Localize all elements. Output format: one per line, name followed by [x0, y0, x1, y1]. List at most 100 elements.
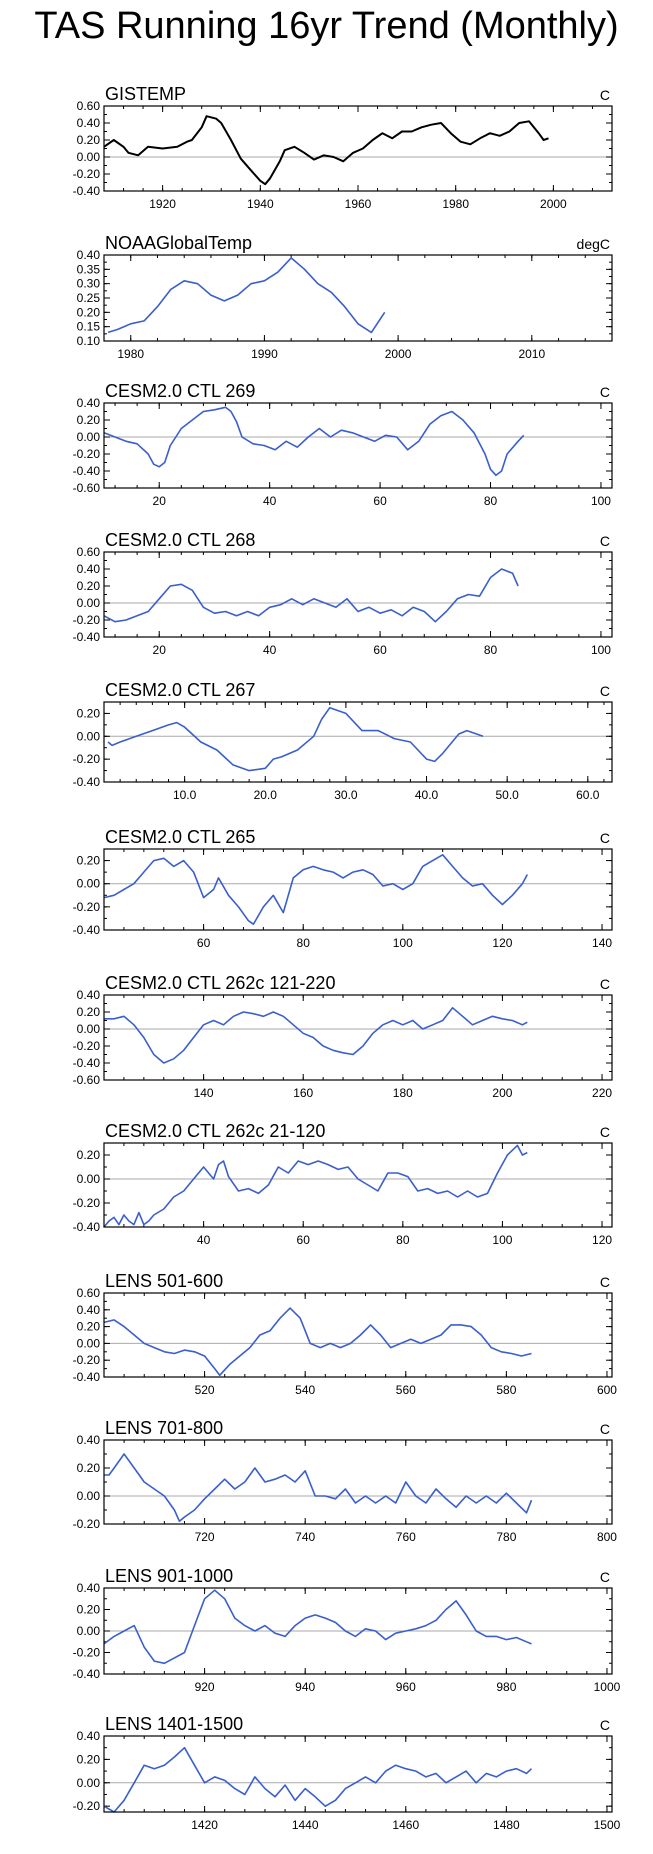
- y-tick-label: 0.20: [77, 133, 101, 147]
- panel-title: LENS 701-800: [105, 1418, 223, 1438]
- x-tick-label: 100: [492, 1233, 512, 1247]
- plot-frame: [103, 1735, 613, 1813]
- x-tick-label: 200: [492, 1086, 512, 1100]
- x-tick-label: 580: [496, 1383, 516, 1397]
- x-tick-label: 10.0: [173, 788, 197, 802]
- panel-unit: C: [600, 533, 610, 549]
- x-tick-label: 80: [297, 936, 311, 950]
- y-tick-label: -0.20: [73, 1799, 101, 1813]
- plot-frame: [103, 1142, 613, 1228]
- y-tick-label: 0.40: [77, 248, 101, 262]
- panel-title: LENS 901-1000: [105, 1566, 233, 1586]
- y-tick-label: 0.20: [77, 706, 101, 720]
- y-tick-label: 0.00: [77, 1022, 101, 1036]
- x-tick-label: 1980: [117, 347, 144, 361]
- y-tick-label: -0.60: [73, 481, 101, 495]
- y-tick-label: 0.40: [77, 1729, 101, 1743]
- y-tick-label: -0.40: [73, 1220, 101, 1234]
- plot-frame: [103, 551, 613, 638]
- x-tick-label: 940: [295, 1680, 315, 1694]
- x-tick-label: 140: [194, 1086, 214, 1100]
- series-line: [103, 1589, 532, 1665]
- x-tick-label: 2000: [540, 197, 567, 211]
- x-tick-label: 1960: [345, 197, 372, 211]
- x-tick-label: 560: [396, 1383, 416, 1397]
- y-tick-label: 0.40: [77, 1303, 101, 1317]
- x-tick-label: 120: [592, 1233, 612, 1247]
- x-tick-label: 920: [195, 1680, 215, 1694]
- x-tick-label: 1440: [292, 1818, 319, 1832]
- panel-unit: C: [600, 1717, 610, 1733]
- plot-frame: [103, 701, 613, 783]
- y-tick-label: 0.00: [77, 877, 101, 891]
- y-tick-label: 0.40: [77, 116, 101, 130]
- x-tick-label: 60: [297, 1233, 311, 1247]
- x-tick-label: 1990: [251, 347, 278, 361]
- y-tick-label: 0.25: [77, 291, 101, 305]
- series-line: [107, 706, 484, 772]
- x-tick-label: 740: [295, 1530, 315, 1544]
- panel-title: CESM2.0 CTL 262c 121-220: [105, 973, 335, 993]
- x-tick-label: 100: [393, 936, 413, 950]
- panel-unit: degC: [577, 236, 610, 252]
- x-tick-label: 20: [153, 494, 167, 508]
- y-tick-label: 0.20: [77, 1603, 101, 1617]
- panel-unit: C: [600, 830, 610, 846]
- y-tick-label: 0.10: [77, 334, 101, 348]
- series-line: [103, 853, 529, 926]
- y-tick-label: -0.20: [73, 1517, 101, 1531]
- series-line: [103, 1144, 528, 1228]
- y-tick-label: 0.00: [77, 1172, 101, 1186]
- plot-frame: [103, 994, 613, 1081]
- x-tick-label: 60.0: [576, 788, 600, 802]
- y-tick-label: 0.20: [77, 1005, 101, 1019]
- x-tick-label: 40: [263, 494, 277, 508]
- panel-title: LENS 1401-1500: [105, 1714, 243, 1734]
- figure-title: TAS Running 16yr Trend (Monthly): [34, 5, 619, 47]
- plot-frame: [103, 254, 613, 342]
- x-tick-label: 2000: [385, 347, 412, 361]
- x-tick-label: 100: [591, 494, 611, 508]
- panel-unit: C: [600, 87, 610, 103]
- x-tick-label: 780: [496, 1530, 516, 1544]
- x-tick-label: 50.0: [495, 788, 519, 802]
- plot-frame: [103, 105, 613, 192]
- y-tick-label: -0.40: [73, 775, 101, 789]
- y-tick-label: -0.40: [73, 1667, 101, 1681]
- series-line: [103, 568, 519, 623]
- y-tick-label: 0.20: [77, 1461, 101, 1475]
- x-tick-label: 40: [263, 643, 277, 657]
- y-tick-label: 0.60: [77, 1286, 101, 1300]
- y-tick-label: 0.00: [77, 729, 101, 743]
- y-tick-label: 0.00: [77, 596, 101, 610]
- x-tick-label: 1420: [191, 1818, 218, 1832]
- y-tick-label: 0.30: [77, 277, 101, 291]
- y-tick-label: 0.20: [77, 854, 101, 868]
- y-tick-label: -0.40: [73, 464, 101, 478]
- x-tick-label: 60: [373, 494, 387, 508]
- y-tick-label: 0.00: [77, 1336, 101, 1350]
- y-tick-label: 0.60: [77, 99, 101, 113]
- x-tick-label: 980: [496, 1680, 516, 1694]
- y-tick-label: 0.15: [77, 320, 101, 334]
- y-tick-label: 0.00: [77, 1489, 101, 1503]
- panel-title: NOAAGlobalTemp: [105, 233, 252, 253]
- panel-unit: C: [600, 683, 610, 699]
- y-tick-label: -0.40: [73, 184, 101, 198]
- x-tick-label: 220: [592, 1086, 612, 1100]
- x-tick-label: 800: [597, 1530, 617, 1544]
- x-tick-label: 100: [591, 643, 611, 657]
- x-tick-label: 20.0: [254, 788, 278, 802]
- x-tick-label: 1460: [392, 1818, 419, 1832]
- x-tick-label: 2010: [518, 347, 545, 361]
- x-tick-label: 1480: [493, 1818, 520, 1832]
- series-line: [103, 1307, 532, 1377]
- x-tick-label: 80: [484, 494, 498, 508]
- panel-unit: C: [600, 384, 610, 400]
- y-tick-label: 0.40: [77, 562, 101, 576]
- panel-unit: C: [600, 976, 610, 992]
- y-tick-label: -0.20: [73, 447, 101, 461]
- panel-title: CESM2.0 CTL 265: [105, 827, 255, 847]
- y-tick-label: 0.20: [77, 305, 101, 319]
- panel-title: CESM2.0 CTL 267: [105, 680, 255, 700]
